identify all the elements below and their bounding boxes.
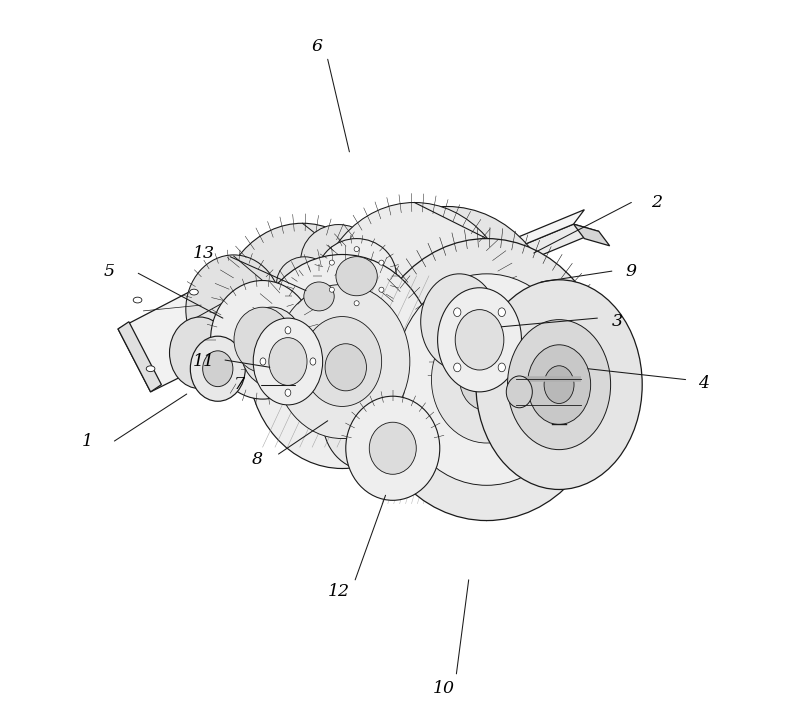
Ellipse shape <box>314 202 515 434</box>
Ellipse shape <box>394 274 579 485</box>
Ellipse shape <box>289 268 350 325</box>
Ellipse shape <box>210 281 314 399</box>
Ellipse shape <box>454 308 461 317</box>
Ellipse shape <box>218 223 387 416</box>
Ellipse shape <box>460 348 514 411</box>
Ellipse shape <box>379 287 384 292</box>
Text: 12: 12 <box>327 583 350 600</box>
Polygon shape <box>469 224 599 275</box>
Polygon shape <box>574 224 610 246</box>
Polygon shape <box>469 210 584 268</box>
Polygon shape <box>189 304 225 372</box>
Ellipse shape <box>190 289 198 295</box>
Ellipse shape <box>234 307 291 372</box>
Ellipse shape <box>146 366 155 372</box>
Text: 6: 6 <box>311 38 322 56</box>
Ellipse shape <box>186 255 282 364</box>
Ellipse shape <box>336 257 378 296</box>
Ellipse shape <box>302 317 382 406</box>
Ellipse shape <box>330 260 334 265</box>
Ellipse shape <box>317 239 396 314</box>
Ellipse shape <box>269 338 307 385</box>
Ellipse shape <box>325 343 366 391</box>
Ellipse shape <box>330 287 334 292</box>
Ellipse shape <box>379 260 384 265</box>
Ellipse shape <box>310 358 316 365</box>
Text: 4: 4 <box>698 375 709 392</box>
Text: 5: 5 <box>104 262 115 280</box>
Ellipse shape <box>370 422 416 474</box>
Ellipse shape <box>323 372 412 470</box>
Ellipse shape <box>544 366 574 403</box>
Ellipse shape <box>190 336 246 401</box>
Text: 13: 13 <box>192 244 214 262</box>
Ellipse shape <box>274 284 410 439</box>
Text: 10: 10 <box>432 680 454 697</box>
Ellipse shape <box>431 316 542 443</box>
Ellipse shape <box>260 358 266 365</box>
Polygon shape <box>118 282 241 392</box>
Ellipse shape <box>170 317 230 389</box>
Ellipse shape <box>254 318 322 405</box>
Ellipse shape <box>438 288 522 392</box>
Ellipse shape <box>248 254 436 469</box>
Polygon shape <box>118 322 162 392</box>
Ellipse shape <box>354 247 359 252</box>
Ellipse shape <box>202 351 233 387</box>
Ellipse shape <box>364 239 610 521</box>
Ellipse shape <box>507 320 610 450</box>
Ellipse shape <box>301 225 376 296</box>
Ellipse shape <box>277 257 333 310</box>
Ellipse shape <box>506 376 532 408</box>
Ellipse shape <box>498 308 506 317</box>
Text: 11: 11 <box>192 353 214 370</box>
Ellipse shape <box>527 345 590 424</box>
Text: 3: 3 <box>611 313 622 330</box>
Text: 9: 9 <box>626 262 637 280</box>
Ellipse shape <box>334 207 560 466</box>
Ellipse shape <box>346 396 440 500</box>
Ellipse shape <box>476 280 642 489</box>
Text: 2: 2 <box>651 194 662 211</box>
Ellipse shape <box>354 301 359 306</box>
Polygon shape <box>209 275 252 347</box>
Ellipse shape <box>134 297 142 303</box>
Text: 1: 1 <box>82 432 93 450</box>
Text: 8: 8 <box>251 450 262 468</box>
Text: 7: 7 <box>234 376 245 393</box>
Ellipse shape <box>454 363 461 372</box>
Ellipse shape <box>455 309 504 370</box>
Ellipse shape <box>304 282 334 311</box>
Ellipse shape <box>285 327 291 334</box>
Ellipse shape <box>285 389 291 396</box>
Ellipse shape <box>421 274 498 369</box>
Ellipse shape <box>240 307 304 387</box>
Ellipse shape <box>202 357 210 363</box>
Ellipse shape <box>498 363 506 372</box>
